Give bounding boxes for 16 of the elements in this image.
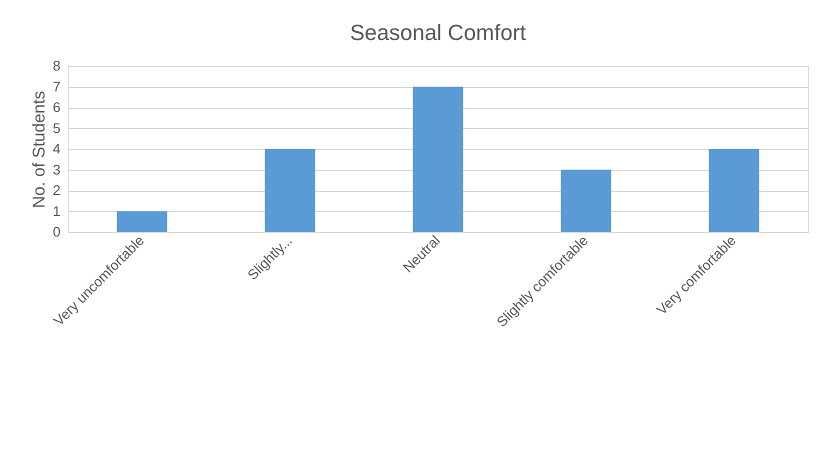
y-tick-label: 8 [52,58,61,74]
y-tick-label: 3 [52,161,61,178]
y-tick-label: 0 [52,224,61,240]
y-tick-label: 6 [52,99,61,115]
bar [116,211,168,232]
y-tick-label: 2 [52,182,61,198]
y-tick-label: 4 [52,140,61,156]
bar [264,149,316,232]
y-tick-label: 1 [52,202,61,219]
y-axis-title: No. of Students [30,90,49,208]
y-tick-label: 7 [52,78,61,94]
bar [560,170,612,232]
bar [708,149,760,232]
chart-title: Seasonal Comfort [350,20,526,45]
bar [412,86,464,232]
y-tick-label: 5 [52,120,61,136]
